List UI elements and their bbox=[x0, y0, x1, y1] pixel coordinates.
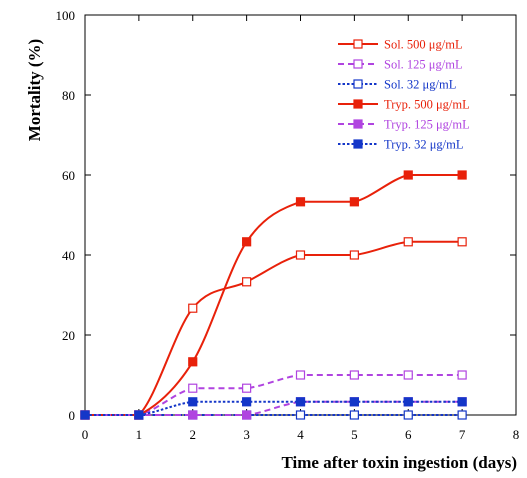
data-point bbox=[295, 397, 306, 407]
series-layer bbox=[80, 170, 467, 420]
data-point bbox=[403, 410, 413, 420]
data-point bbox=[188, 303, 198, 313]
data-point bbox=[295, 410, 306, 420]
data-point bbox=[403, 397, 413, 407]
legend-entry-3: Sol. 32 μg/mL bbox=[338, 78, 456, 92]
series-line bbox=[85, 240, 463, 416]
data-point bbox=[134, 410, 144, 420]
legend-label: Tryp. 500 μg/mL bbox=[384, 98, 470, 112]
x-tick-label: 0 bbox=[82, 427, 89, 442]
series-1 bbox=[80, 237, 467, 420]
data-point bbox=[80, 410, 90, 420]
legend-label: Sol. 125 μg/mL bbox=[384, 58, 463, 72]
x-axis-title: Time after toxin ingestion (days) bbox=[282, 453, 517, 472]
data-point bbox=[403, 237, 413, 247]
x-tick-label: 6 bbox=[405, 427, 412, 442]
y-tick-label: 20 bbox=[62, 328, 75, 343]
x-tick-label: 5 bbox=[351, 427, 358, 442]
legend-label: Tryp. 125 μg/mL bbox=[384, 118, 470, 132]
series-6 bbox=[80, 397, 467, 420]
y-tick-label: 60 bbox=[62, 168, 75, 183]
legend-marker bbox=[353, 79, 363, 89]
data-point bbox=[457, 397, 467, 407]
legend: Sol. 500 μg/mL Sol. 125 μg/mL Sol. 32 μg/m… bbox=[338, 38, 470, 152]
data-point bbox=[242, 383, 252, 393]
legend-label: Tryp. 32 μg/mL bbox=[384, 138, 464, 152]
legend-marker bbox=[353, 59, 363, 69]
y-tick-label: 40 bbox=[62, 248, 75, 263]
data-point bbox=[295, 250, 306, 260]
x-tick-label: 1 bbox=[136, 427, 143, 442]
data-point bbox=[349, 410, 359, 420]
plot-frame bbox=[84, 14, 517, 416]
y-tick-label: 100 bbox=[56, 8, 76, 23]
legend-entry-5: Tryp. 125 μg/mL bbox=[338, 118, 470, 132]
legend-entry-6: Tryp. 32 μg/mL bbox=[338, 138, 464, 152]
data-point bbox=[457, 170, 467, 180]
data-point bbox=[188, 357, 198, 367]
data-point bbox=[403, 370, 413, 380]
data-point bbox=[295, 197, 306, 207]
legend-label: Sol. 32 μg/mL bbox=[384, 78, 456, 92]
y-tick-label: 80 bbox=[62, 88, 75, 103]
legend-entry-2: Sol. 125 μg/mL bbox=[338, 58, 463, 72]
data-point bbox=[242, 237, 252, 247]
legend-marker bbox=[353, 119, 363, 129]
legend-entry-1: Sol. 500 μg/mL bbox=[338, 38, 463, 52]
data-point bbox=[188, 397, 198, 407]
data-point bbox=[349, 250, 359, 260]
legend-entry-4: Tryp. 500 μg/mL bbox=[338, 98, 470, 112]
data-point bbox=[457, 237, 467, 247]
y-axis-title: Mortality (%) bbox=[25, 39, 44, 141]
legend-marker bbox=[353, 99, 363, 109]
x-tick-label: 4 bbox=[297, 427, 304, 442]
legend-marker bbox=[353, 39, 363, 49]
series-line bbox=[85, 174, 463, 416]
series-line bbox=[85, 374, 463, 416]
data-point bbox=[457, 410, 467, 420]
data-point bbox=[242, 397, 252, 407]
data-point bbox=[349, 197, 359, 207]
y-tick-label: 0 bbox=[69, 408, 76, 423]
data-point bbox=[349, 397, 359, 407]
data-point bbox=[188, 410, 198, 420]
x-tick-label: 2 bbox=[190, 427, 197, 442]
x-tick-label: 8 bbox=[513, 427, 520, 442]
axes bbox=[84, 14, 517, 416]
x-tick-label: 3 bbox=[243, 427, 250, 442]
data-point bbox=[242, 277, 252, 287]
data-point bbox=[403, 170, 413, 180]
data-point bbox=[242, 410, 252, 420]
data-point bbox=[188, 383, 198, 393]
legend-label: Sol. 500 μg/mL bbox=[384, 38, 463, 52]
data-point bbox=[349, 370, 359, 380]
data-point bbox=[457, 370, 467, 380]
legend-marker bbox=[353, 139, 363, 149]
data-point bbox=[295, 370, 306, 380]
x-tick-label: 7 bbox=[459, 427, 466, 442]
